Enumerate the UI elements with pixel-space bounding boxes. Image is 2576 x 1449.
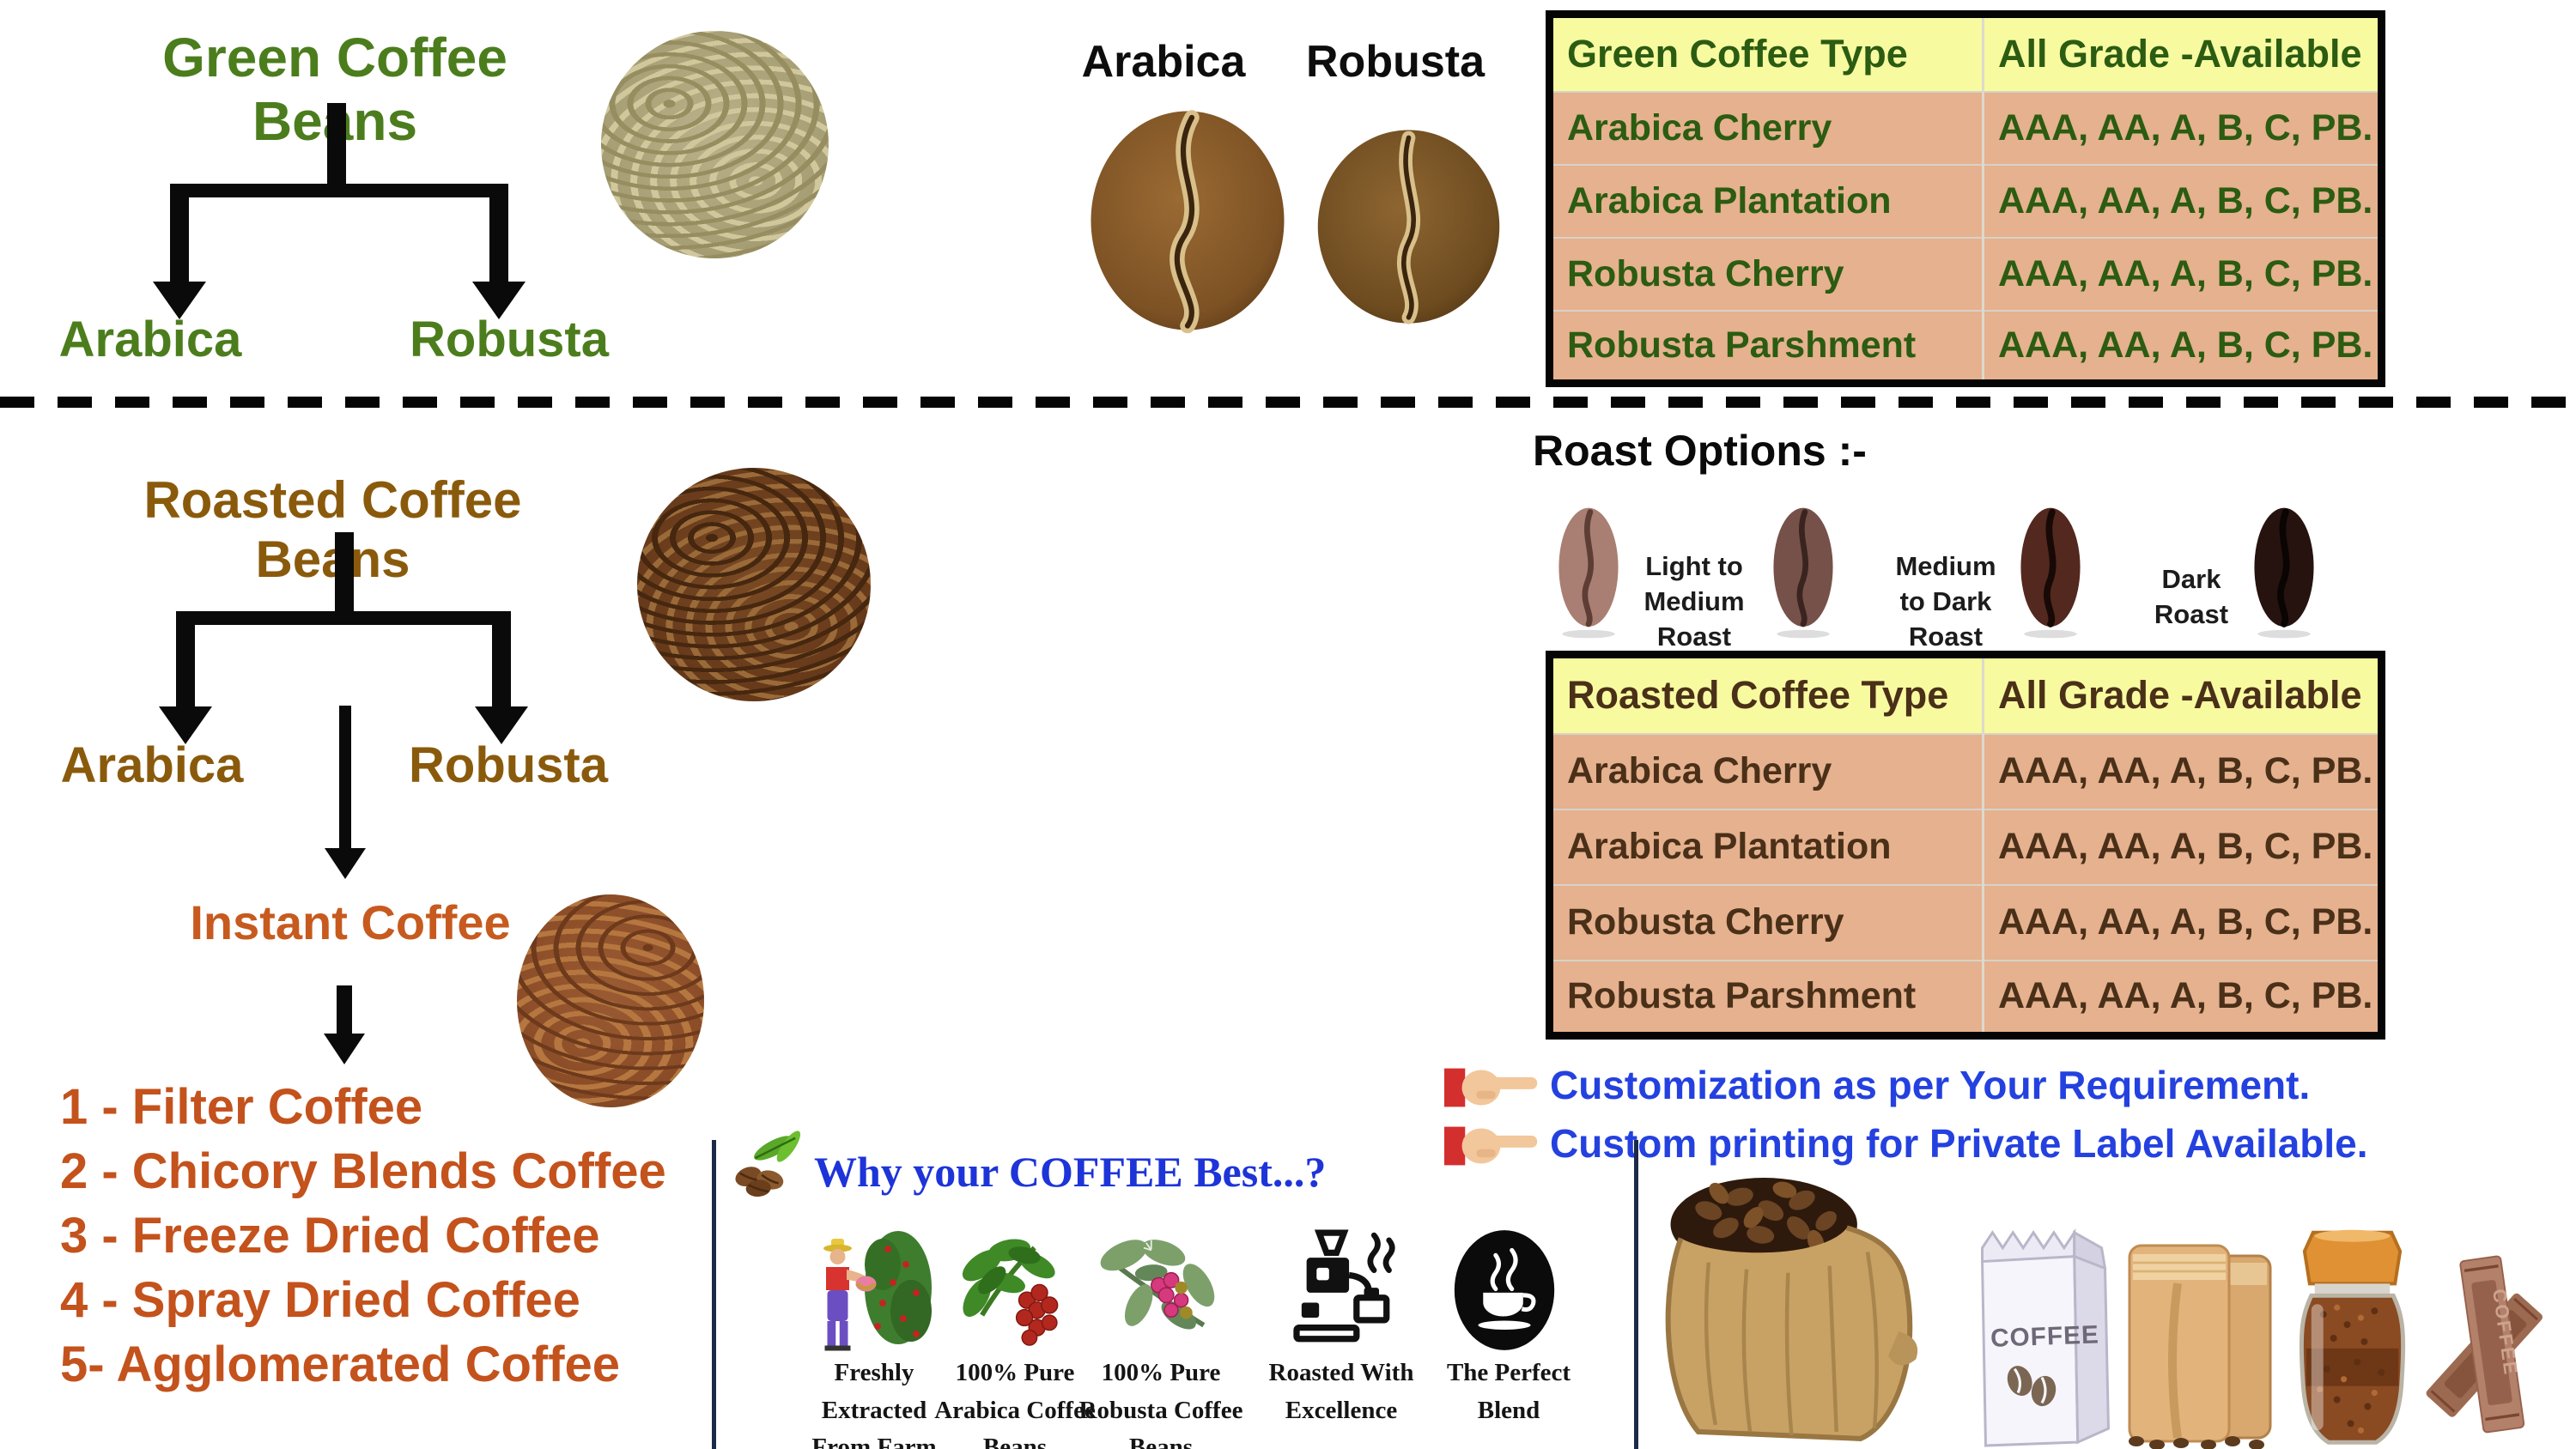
dark-roast-bean-icon <box>2254 507 2314 639</box>
robusta-plant-icon <box>1100 1240 1215 1330</box>
grades-cell: AAA, AA, A, B, C, PB. <box>1982 309 2382 384</box>
kraft-pouch-bags <box>2128 1244 2272 1449</box>
coffee-cup-icon <box>1454 1230 1555 1350</box>
feature-caption: 100% Pure Arabica Coffee Beans <box>934 1359 1096 1449</box>
coffee-type-cell: Robusta Cherry <box>1549 883 1984 961</box>
roasted-flow-right-arm <box>492 611 511 710</box>
green-flow-crossbar <box>170 184 508 197</box>
feature-caption: 100% Pure Robusta Coffee Beans <box>1078 1359 1243 1449</box>
feature-caption: Roasted With Excellence <box>1268 1359 1414 1424</box>
grades-cell: AAA, AA, A, B, C, PB. <box>1982 959 2382 1036</box>
roasted-flow-left-arm <box>176 611 195 710</box>
coffee-type-cell: Arabica Plantation <box>1549 808 1984 885</box>
instant-list-arrow-stem <box>337 985 352 1039</box>
roast-level-label: Medium to Dark Roast <box>1895 551 1996 652</box>
grades-cell: AAA, AA, A, B, C, PB. <box>1982 808 2382 885</box>
roasted-table-header-type: Roasted Coffee Type <box>1549 654 1984 734</box>
coffee-carton-box: COFFEE <box>1981 1228 2110 1447</box>
table-row: Robusta Cherry AAA, AA, A, B, C, PB. <box>1549 236 2382 311</box>
robusta-bean-photo <box>1317 130 1500 324</box>
light-roast-bean-icon <box>1558 507 1619 639</box>
green-coffee-table: Green Coffee Type All Grade -Available A… <box>1546 10 2385 387</box>
arrow-down-icon <box>153 282 206 319</box>
green-table-header-type: Green Coffee Type <box>1549 14 1984 92</box>
green-coffee-beans-photo <box>601 31 829 258</box>
arrow-down-icon <box>475 706 528 744</box>
table-row: Robusta Cherry AAA, AA, A, B, C, PB. <box>1549 883 2382 961</box>
instant-branch-stem <box>339 706 351 853</box>
compare-robusta-label: Robusta <box>1306 37 1485 87</box>
left-section-divider <box>712 1140 716 1449</box>
arrow-down-icon <box>324 1034 365 1064</box>
green-flow-stem <box>327 103 346 189</box>
section-divider-dashed-line <box>0 397 2576 408</box>
grades-cell: AAA, AA, A, B, C, PB. <box>1982 90 2382 165</box>
coffee-beans-leaf-icon <box>735 1131 801 1197</box>
pointing-finger-icon <box>1444 1126 1538 1166</box>
feature-caption: Freshly Extracted From Farm <box>811 1359 937 1449</box>
roasted-flow-stem <box>335 532 354 618</box>
compare-arabica-label: Arabica <box>1081 37 1246 87</box>
customization-note: Customization as per Your Requirement. <box>1550 1063 2311 1107</box>
roasting-machine-icon <box>1293 1229 1395 1343</box>
instant-coffee-types-list: 1 - Filter Coffee 2 - Chicory Blends Cof… <box>60 1075 666 1397</box>
list-item: 5- Agglomerated Coffee <box>60 1337 621 1392</box>
arrow-down-icon <box>472 282 526 319</box>
grades-cell: AAA, AA, A, B, C, PB. <box>1982 732 2382 809</box>
green-flow-arabica-label: Arabica <box>58 312 242 367</box>
coffee-sachet-sticks: COFFEE <box>2426 1255 2543 1434</box>
list-item: 3 - Freeze Dried Coffee <box>60 1208 600 1264</box>
roasted-table-header-grade: All Grade -Available <box>1982 654 2382 734</box>
arrow-down-icon <box>325 848 366 879</box>
roasted-coffee-beans-photo <box>637 468 871 701</box>
table-row: Arabica Cherry AAA, AA, A, B, C, PB. <box>1549 732 2382 809</box>
green-flow-robusta-label: Robusta <box>410 312 609 367</box>
green-flow-left-arm <box>170 184 189 285</box>
instant-coffee-label: Instant Coffee <box>190 895 511 949</box>
roasted-flow-crossbar <box>176 611 511 625</box>
instant-coffee-jar <box>2299 1229 2406 1445</box>
arrow-down-icon <box>159 706 212 744</box>
list-item: 2 - Chicory Blends Coffee <box>60 1143 666 1199</box>
table-row: Robusta Parshment AAA, AA, A, B, C, PB. <box>1549 959 2382 1036</box>
private-label-note: Custom printing for Private Label Availa… <box>1550 1121 2368 1166</box>
roast-level-label: Light to Medium Roast <box>1643 551 1745 652</box>
jute-sack-of-beans <box>1665 1178 1918 1441</box>
roasted-coffee-table: Roasted Coffee Type All Grade -Available… <box>1546 651 2385 1040</box>
instant-coffee-powder-photo <box>517 894 704 1107</box>
table-row: Arabica Cherry AAA, AA, A, B, C, PB. <box>1549 90 2382 165</box>
list-item: 1 - Filter Coffee <box>60 1079 423 1135</box>
roast-options-title: Roast Options :- <box>1533 427 1867 475</box>
list-item: 4 - Spray Dried Coffee <box>60 1272 580 1328</box>
coffee-type-cell: Arabica Cherry <box>1549 90 1984 165</box>
roasted-flow-title: Roasted Coffee Beans <box>143 471 522 588</box>
medium-dark-roast-bean-icon <box>2020 507 2081 639</box>
why-best-title: Why your COFFEE Best...? <box>814 1148 1327 1196</box>
roasted-flow-arabica-label: Arabica <box>60 737 244 793</box>
green-flow-right-arm <box>489 184 508 285</box>
coffee-type-cell: Arabica Cherry <box>1549 732 1984 809</box>
grades-cell: AAA, AA, A, B, C, PB. <box>1982 163 2382 238</box>
farmer-harvest-icon <box>823 1231 932 1351</box>
table-row: Robusta Parshment AAA, AA, A, B, C, PB. <box>1549 309 2382 384</box>
pointing-finger-icon <box>1444 1068 1538 1107</box>
coffee-type-cell: Robusta Parshment <box>1549 309 1984 384</box>
coffee-type-cell: Robusta Parshment <box>1549 959 1984 1036</box>
table-row: Arabica Plantation AAA, AA, A, B, C, PB. <box>1549 808 2382 885</box>
coffee-type-cell: Arabica Plantation <box>1549 163 1984 238</box>
coffee-type-cell: Robusta Cherry <box>1549 236 1984 311</box>
roasted-flow-robusta-label: Robusta <box>409 737 608 793</box>
green-table-header-grade: All Grade -Available <box>1982 14 2382 92</box>
grades-cell: AAA, AA, A, B, C, PB. <box>1982 883 2382 961</box>
arabica-bean-photo <box>1091 110 1285 334</box>
table-row: Arabica Plantation AAA, AA, A, B, C, PB. <box>1549 163 2382 238</box>
right-section-divider <box>1634 1140 1638 1449</box>
roast-level-label: Dark Roast <box>2154 564 2229 629</box>
carton-coffee-label: COFFEE <box>1990 1320 2100 1352</box>
medium-roast-bean-icon <box>1773 507 1833 639</box>
grades-cell: AAA, AA, A, B, C, PB. <box>1982 236 2382 311</box>
feature-caption: The Perfect Blend <box>1446 1359 1571 1424</box>
arabica-plant-icon <box>962 1239 1059 1346</box>
